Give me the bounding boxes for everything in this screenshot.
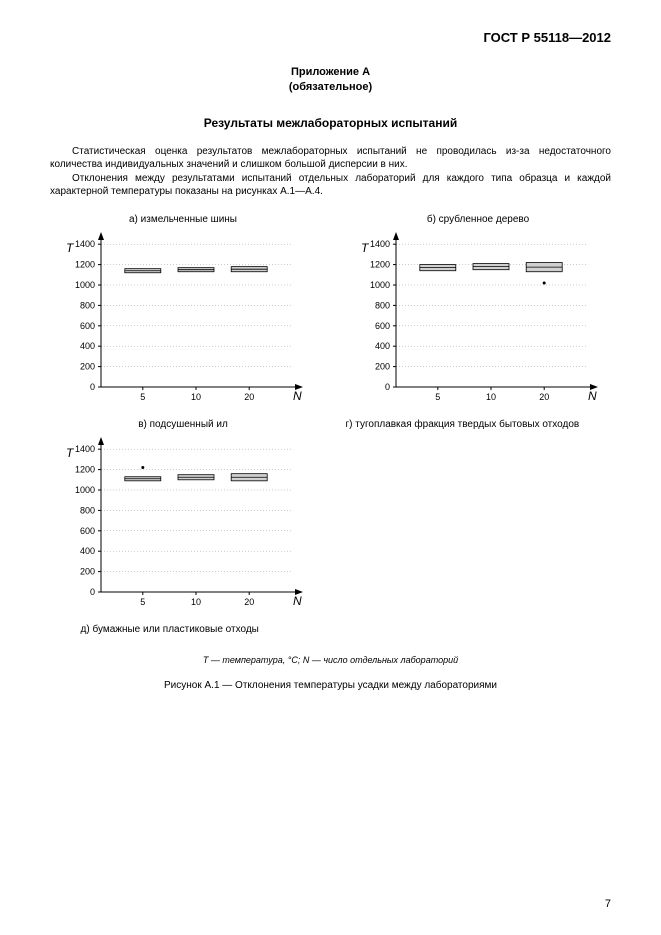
svg-text:N: N: [588, 389, 597, 403]
svg-text:1400: 1400: [74, 444, 94, 454]
svg-text:5: 5: [140, 597, 145, 607]
chart-b-label: б) срубленное дерево: [346, 214, 611, 225]
svg-text:T: T: [361, 241, 370, 255]
svg-text:1000: 1000: [74, 485, 94, 495]
svg-text:5: 5: [435, 392, 440, 402]
svg-text:5: 5: [140, 392, 145, 402]
svg-text:0: 0: [89, 382, 94, 392]
paragraph-2: Отклонения между результатами испытаний …: [50, 172, 611, 199]
svg-text:20: 20: [244, 597, 254, 607]
svg-text:1400: 1400: [74, 239, 94, 249]
chart-d-label: г) тугоплавкая фракция твердых бытовых о…: [346, 419, 611, 430]
svg-text:800: 800: [374, 300, 389, 310]
svg-text:400: 400: [79, 546, 94, 556]
svg-text:600: 600: [79, 526, 94, 536]
chart-a-label: а) измельченные шины: [51, 214, 316, 225]
figure-caption: Рисунок А.1 — Отклонения температуры уса…: [51, 680, 611, 691]
svg-text:800: 800: [79, 505, 94, 515]
charts-area: а) измельченные шины 0200400600800100012…: [51, 214, 611, 691]
svg-text:200: 200: [79, 566, 94, 576]
svg-text:T: T: [66, 446, 75, 460]
svg-text:10: 10: [485, 392, 495, 402]
page-content: ГОСТ Р 55118—2012 Приложение А (обязател…: [0, 0, 661, 711]
chart-b-cell: б) срубленное дерево 0 200 400 600 800 1000 12…: [346, 214, 611, 409]
svg-text:400: 400: [374, 341, 389, 351]
svg-text:T: T: [66, 241, 75, 255]
svg-text:0: 0: [384, 382, 389, 392]
svg-text:1000: 1000: [369, 280, 389, 290]
svg-text:1200: 1200: [369, 259, 389, 269]
svg-text:20: 20: [539, 392, 549, 402]
chart-c-label: в) подсушенный ил: [51, 419, 316, 430]
svg-text:1200: 1200: [74, 259, 94, 269]
legend-text: T — температура, °C; N — число отдельных…: [51, 655, 611, 665]
svg-text:600: 600: [79, 321, 94, 331]
svg-text:1000: 1000: [74, 280, 94, 290]
svg-text:N: N: [293, 594, 302, 608]
svg-text:1200: 1200: [74, 464, 94, 474]
svg-text:0: 0: [89, 587, 94, 597]
body-text: Статистическая оценка результатов межлаб…: [50, 145, 611, 199]
page-number: 7: [605, 898, 611, 910]
svg-text:600: 600: [374, 321, 389, 331]
chart-a-cell: а) измельченные шины 0 200 400 600 800 1000 12…: [51, 214, 316, 409]
chart-row-2: в) подсушенный ил 0 200 400 600 800 1000 1200 1…: [51, 419, 611, 614]
chart-row-1: а) измельченные шины 0200400600800100012…: [51, 214, 611, 409]
chart-e-label: д) бумажные или пластиковые отходы: [51, 624, 611, 635]
chart-c-cell: в) подсушенный ил 0 200 400 600 800 1000 1200 1…: [51, 419, 316, 614]
svg-text:800: 800: [79, 300, 94, 310]
svg-text:10: 10: [190, 392, 200, 402]
svg-text:200: 200: [374, 361, 389, 371]
chart-c: 0 200 400 600 800 1000 1200 1400 5 10 20 T N: [51, 434, 316, 614]
appendix-heading: Приложение А (обязательное): [50, 65, 611, 96]
section-title: Результаты межлабораторных испытаний: [50, 116, 611, 130]
doc-header: ГОСТ Р 55118—2012: [50, 30, 611, 45]
svg-text:1400: 1400: [369, 239, 389, 249]
svg-text:400: 400: [79, 341, 94, 351]
svg-text:20: 20: [244, 392, 254, 402]
svg-text:200: 200: [79, 361, 94, 371]
appendix-line2: (обязательное): [289, 81, 372, 93]
chart-a: 0 200 400 600 800 1000 1200 1400 5 10 20 T N: [51, 229, 316, 409]
chart-b: 0 200 400 600 800 1000 1200 1400 5 10 20 T N: [346, 229, 611, 409]
svg-text:N: N: [293, 389, 302, 403]
paragraph-1: Статистическая оценка результатов межлаб…: [50, 145, 611, 172]
chart-d-cell: г) тугоплавкая фракция твердых бытовых о…: [346, 419, 611, 614]
appendix-line1: Приложение А: [291, 66, 370, 78]
svg-text:10: 10: [190, 597, 200, 607]
